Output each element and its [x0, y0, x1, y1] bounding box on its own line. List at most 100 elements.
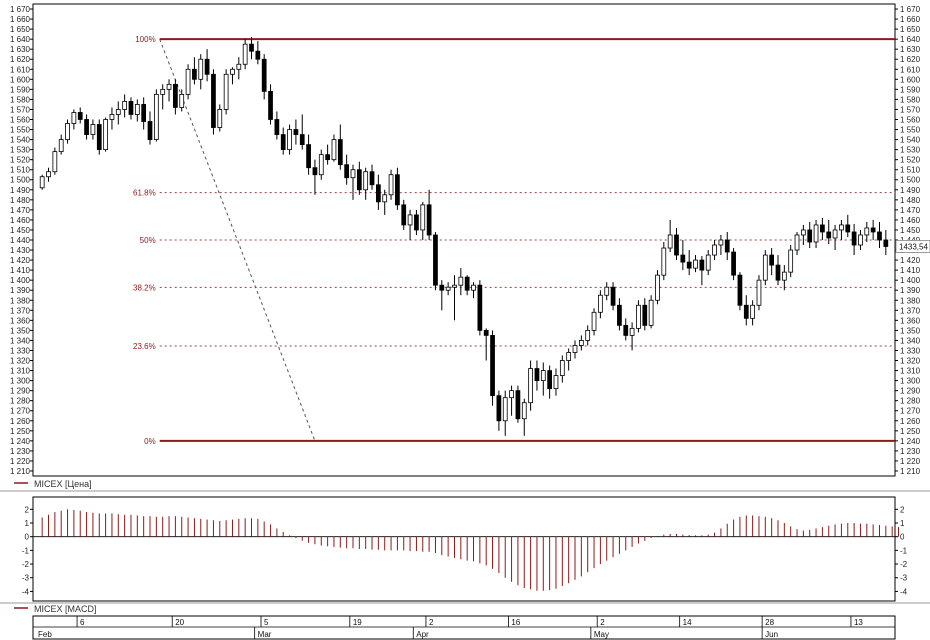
candle-body	[433, 234, 438, 286]
y-tick-label-left: 1 370	[10, 306, 31, 315]
candle-body	[515, 390, 521, 420]
y-tick-label-right: 1 400	[900, 276, 921, 285]
day-tick-label: 6	[80, 618, 85, 627]
candle-body	[299, 134, 305, 145]
y-tick-label-right: 1 330	[900, 346, 921, 355]
candle-body	[762, 254, 768, 281]
day-tick-label: 28	[765, 618, 774, 627]
y-tick-label-left: 1 640	[10, 35, 31, 44]
candle-body	[578, 340, 584, 346]
candle-body	[781, 271, 787, 281]
y-tick-label-left: 1 400	[10, 276, 31, 285]
y-tick-label-right: 1 360	[900, 316, 921, 325]
macd-tick-label-left: 0	[25, 533, 30, 542]
y-tick-label-right: 1 460	[900, 216, 921, 225]
candle-body	[718, 239, 724, 246]
macd-legend-text: MICEX [MACD]	[34, 604, 97, 614]
month-tick-label: Apr	[416, 630, 429, 639]
candle-body	[344, 164, 350, 179]
fib-level-label: 61.8%	[133, 189, 156, 198]
price-legend: MICEX [Цена]	[14, 479, 92, 489]
y-tick-label-left: 1 510	[10, 166, 31, 175]
candle-body	[851, 231, 857, 246]
candle-body	[350, 169, 356, 179]
macd-tick-label-left: -2	[22, 560, 30, 569]
y-tick-label-right: 1 300	[900, 377, 921, 386]
candle-body	[128, 101, 134, 115]
candle-body	[39, 176, 45, 189]
y-tick-label-right: 1 450	[900, 226, 921, 235]
candle-body	[77, 112, 83, 120]
y-tick-label-right: 1 350	[900, 326, 921, 335]
y-tick-label-right: 1 310	[900, 367, 921, 376]
candle-body	[179, 93, 185, 108]
candle-body	[325, 154, 330, 161]
macd-tick-label-right: -3	[900, 574, 908, 583]
y-tick-label-right: 1 500	[900, 176, 921, 185]
y-tick-label-left: 1 630	[10, 45, 31, 54]
y-tick-label-left: 1 240	[10, 437, 31, 446]
y-tick-label-left: 1 520	[10, 156, 31, 165]
day-tick-label: 20	[175, 618, 184, 627]
y-tick-label-right: 1 660	[900, 15, 921, 24]
candle-body	[395, 174, 400, 206]
candle-body	[642, 304, 648, 326]
candle-body	[845, 224, 851, 233]
candle-body	[559, 360, 565, 376]
candle-body	[439, 284, 445, 291]
y-tick-label-left: 1 320	[10, 357, 31, 366]
candle-body	[490, 335, 495, 397]
candle-body	[794, 234, 800, 251]
day-tick-label: 13	[854, 618, 863, 627]
y-tick-label-right: 1 540	[900, 136, 921, 145]
month-tick-label: May	[594, 630, 609, 639]
month-tick-label: Feb	[38, 630, 52, 639]
y-tick-label-left: 1 280	[10, 397, 31, 406]
y-tick-label-right: 1 250	[900, 427, 921, 436]
candle-body	[375, 184, 381, 203]
y-tick-label-right: 1 530	[900, 146, 921, 155]
y-tick-label-left: 1 290	[10, 387, 31, 396]
candle-body	[724, 239, 730, 253]
candle-body	[547, 370, 553, 390]
candle-body	[820, 224, 825, 233]
month-tick-label: Mar	[258, 630, 272, 639]
y-tick-label-right: 1 650	[900, 25, 921, 34]
candle-body	[680, 254, 686, 263]
y-tick-label-left: 1 530	[10, 146, 31, 155]
candle-body	[147, 121, 153, 140]
candle-body	[90, 124, 96, 135]
candle-body	[452, 284, 457, 288]
candle-body	[566, 352, 572, 361]
fib-level-label: 23.6%	[133, 342, 156, 351]
y-tick-label-right: 1 490	[900, 186, 921, 195]
y-tick-label-right: 1 610	[900, 65, 921, 74]
fib-level-label: 0%	[144, 437, 156, 446]
day-tick-label: 14	[683, 618, 692, 627]
day-tick-label: 5	[264, 618, 269, 627]
price-legend-text: MICEX [Цена]	[34, 479, 92, 489]
y-tick-label-left: 1 660	[10, 15, 31, 24]
y-tick-label-left: 1 250	[10, 427, 31, 436]
candle-body	[693, 259, 698, 269]
macd-tick-label-right: 2	[900, 505, 905, 514]
candle-body	[369, 171, 375, 186]
candle-body	[756, 279, 762, 306]
candle-body	[293, 129, 299, 135]
fib-level-label: 50%	[140, 236, 156, 245]
y-tick-label-left: 1 210	[10, 467, 31, 476]
candle-body	[800, 229, 806, 236]
candle-body	[591, 311, 597, 331]
candle-body	[312, 167, 318, 176]
y-tick-label-right: 1 380	[900, 296, 921, 305]
candle-body	[839, 224, 844, 231]
fib-level-label: 38.2%	[133, 283, 156, 292]
y-tick-label-left: 1 410	[10, 266, 31, 275]
y-tick-label-left: 1 610	[10, 65, 31, 74]
candle-body	[655, 274, 660, 301]
macd-tick-label-right: -4	[900, 587, 908, 596]
candle-body	[58, 139, 64, 153]
candle-body	[52, 151, 58, 173]
candle-body	[242, 43, 248, 65]
